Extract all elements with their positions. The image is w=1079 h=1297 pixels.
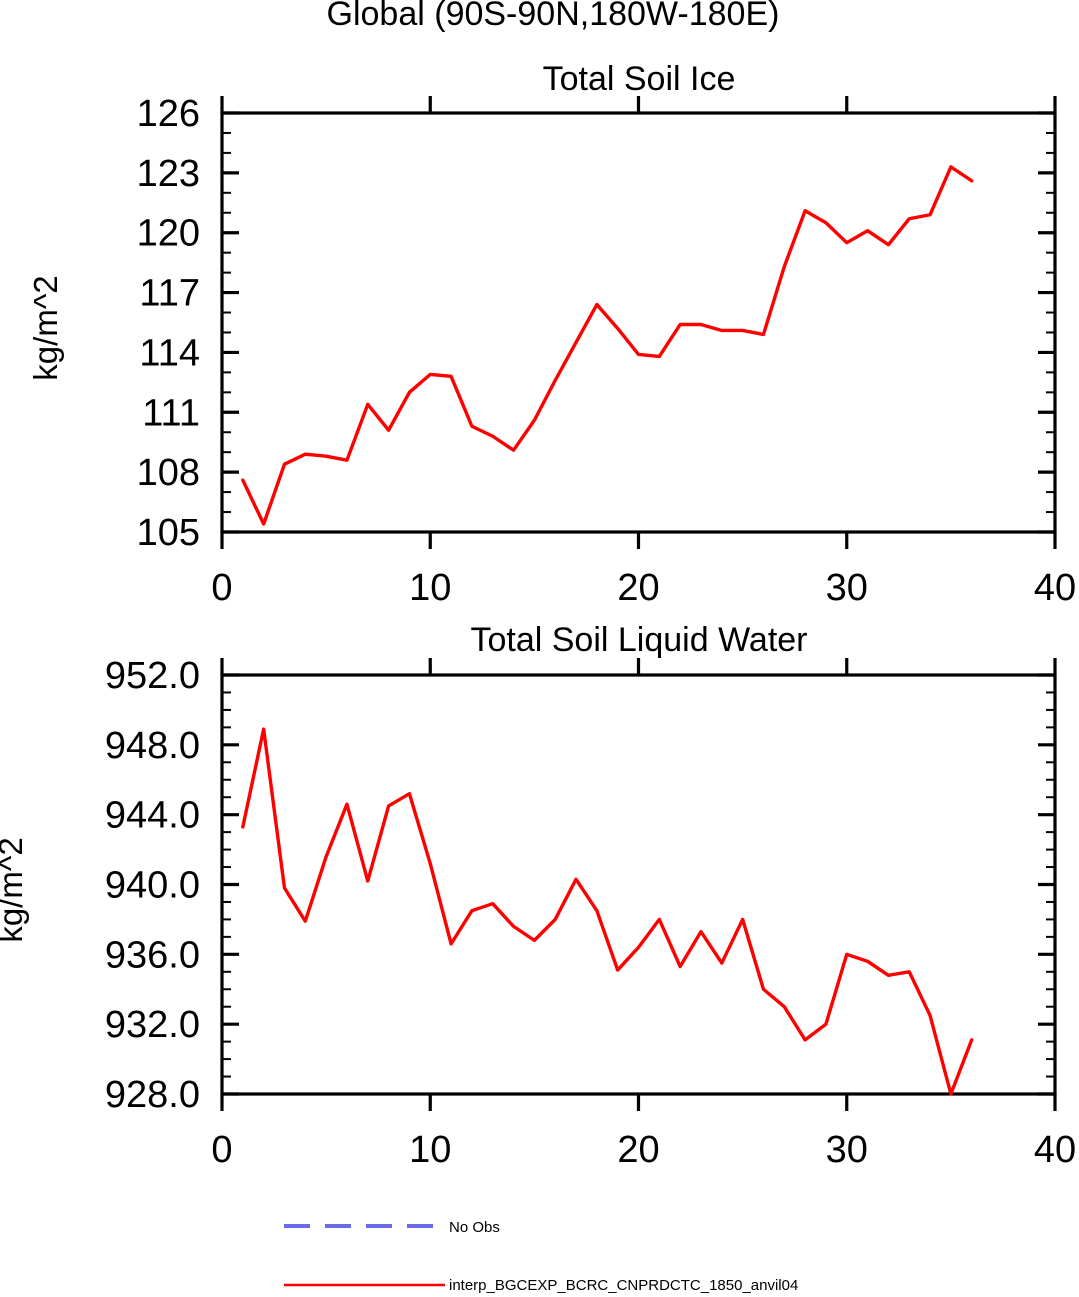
x-tick-label: 40 [1034,1129,1076,1171]
y-tick-label: 105 [137,512,200,554]
y-tick-label: 120 [137,213,200,255]
y-tick-label: 111 [142,392,200,434]
panel-total-soil-ice: Total Soil Ice kg/m^2 105 108 111 114 117 120… [27,60,1076,609]
legend-entry-model: interp_BGCEXP_BCRC_CNPRDCTC_1850_anvil04 [284,1277,798,1294]
axis-ticks [220,658,1057,1111]
y-tick-label: 114 [139,332,200,374]
y-axis-label: kg/m^2 [27,275,64,380]
figure-legend: No Obs interp_BGCEXP_BCRC_CNPRDCTC_1850_… [284,1219,798,1294]
panel-title: Total Soil Ice [543,60,736,98]
x-tick-label: 20 [617,567,659,609]
plot-series [241,727,974,1096]
x-tick-label: 10 [409,567,451,609]
plot-frame [220,111,1057,534]
axis-tick-labels: 105 108 111 114 117 120 123 126 0 10 20 30 40 [137,93,1077,609]
data-line-interp_BGCEXP_BCRC_CNPRDCTC_1850_anvil04 [241,165,974,526]
x-tick-label: 20 [617,1129,659,1171]
x-tick-label: 30 [826,1129,868,1171]
y-tick-label: 117 [139,273,200,315]
legend-label: No Obs [449,1219,500,1236]
legend-label: interp_BGCEXP_BCRC_CNPRDCTC_1850_anvil04 [449,1277,798,1294]
x-tick-label: 30 [826,567,868,609]
x-tick-label: 40 [1034,567,1076,609]
y-tick-label: 944.0 [105,795,200,837]
y-axis-label: kg/m^2 [0,837,29,942]
y-tick-label: 932.0 [105,1004,200,1046]
y-tick-label: 952.0 [105,655,200,697]
y-tick-label: 123 [137,153,200,195]
x-tick-label: 0 [211,1129,232,1171]
data-line-interp_BGCEXP_BCRC_CNPRDCTC_1850_anvil04 [241,727,974,1096]
x-tick-label: 10 [409,1129,451,1171]
plot-series [241,165,974,526]
plot-frame [220,673,1057,1096]
panel-total-soil-liquid-water: Total Soil Liquid Water kg/m^2 928.0 932.… [0,621,1076,1171]
panel-title: Total Soil Liquid Water [470,621,807,659]
x-tick-label: 0 [211,567,232,609]
y-tick-label: 126 [137,93,200,135]
y-tick-label: 928.0 [105,1074,200,1116]
y-tick-label: 936.0 [105,934,200,976]
axis-tick-labels: 928.0 932.0 936.0 940.0 944.0 948.0 952.0 0 10 20… [105,655,1076,1171]
y-tick-label: 108 [137,452,200,494]
axis-ticks [220,96,1057,549]
y-tick-label: 948.0 [105,725,200,767]
y-tick-label: 940.0 [105,865,200,907]
figure-suptitle: Global (90S-90N,180W-180E) [327,0,780,33]
legend-entry-no-obs: No Obs [284,1219,500,1236]
